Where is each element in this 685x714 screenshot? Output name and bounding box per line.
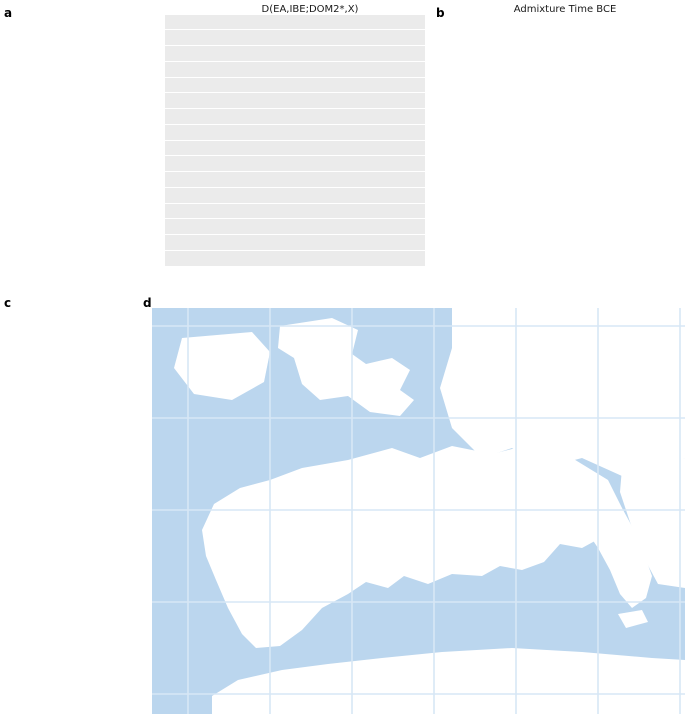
grid-h xyxy=(165,218,425,220)
panel-b-title: Admixture Time BCE xyxy=(513,4,617,15)
panel-a-letter: a xyxy=(4,6,13,20)
grid-h xyxy=(165,265,425,267)
grid-h xyxy=(165,76,425,78)
grid-h xyxy=(165,29,425,31)
grid-h xyxy=(165,155,425,157)
grid-h xyxy=(165,186,425,188)
grid-h xyxy=(165,202,425,204)
map-base xyxy=(152,308,685,714)
panel-c-letter: c xyxy=(4,296,12,310)
grid-h xyxy=(165,139,425,141)
grid-h xyxy=(165,108,425,109)
map-graticule xyxy=(152,308,685,714)
grid-h xyxy=(165,249,425,251)
grid-h xyxy=(165,234,425,235)
grid-h xyxy=(165,13,425,15)
panel-d-map xyxy=(152,308,685,714)
panel-d-letter: d xyxy=(143,296,152,310)
grid-h xyxy=(165,123,425,125)
landmass-group xyxy=(174,308,685,714)
grid-h xyxy=(165,45,425,46)
panel-b-letter: b xyxy=(436,6,445,20)
grid-h xyxy=(165,92,425,94)
grid-h xyxy=(165,171,425,172)
grid-h xyxy=(165,60,425,62)
panel-a-title: D(EA,IBE;DOM2*,X) xyxy=(261,4,359,15)
